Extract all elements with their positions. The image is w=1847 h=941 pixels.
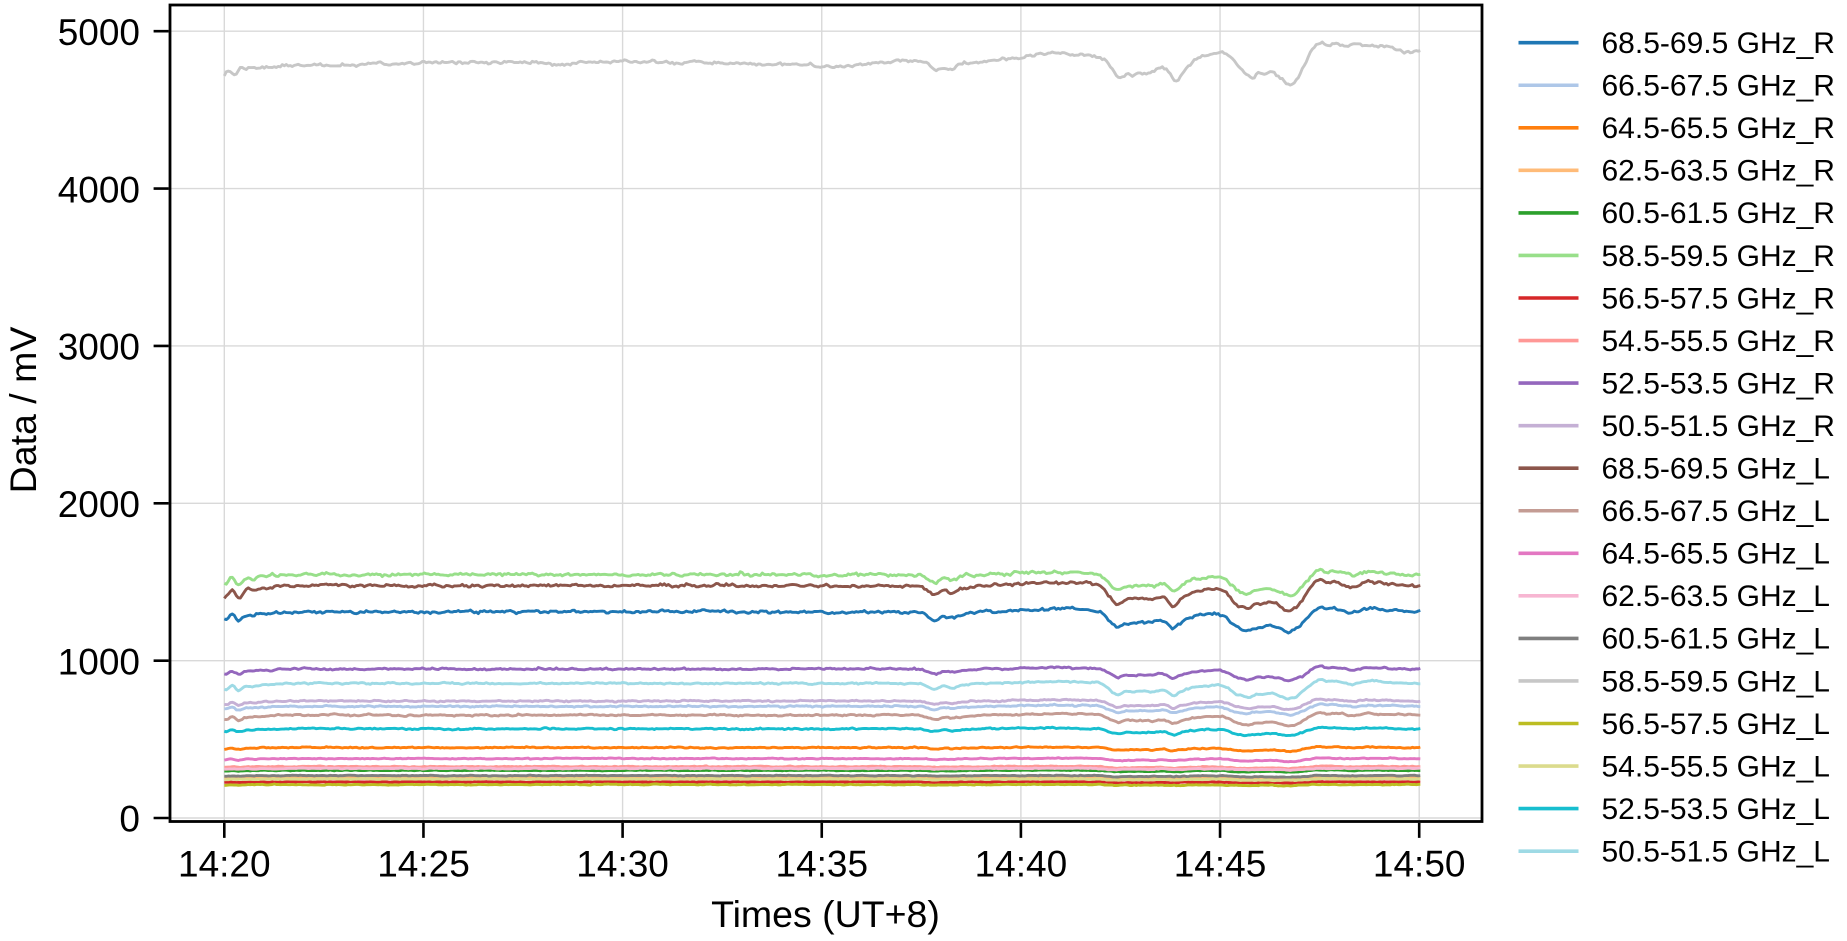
svg-text:2000: 2000	[58, 484, 140, 525]
svg-text:3000: 3000	[58, 327, 140, 368]
svg-text:68.5-69.5 GHz_L: 68.5-69.5 GHz_L	[1602, 453, 1830, 486]
svg-text:66.5-67.5 GHz_L: 66.5-67.5 GHz_L	[1602, 495, 1830, 528]
svg-text:50.5-51.5 GHz_L: 50.5-51.5 GHz_L	[1602, 835, 1830, 868]
svg-text:54.5-55.5 GHz_L: 54.5-55.5 GHz_L	[1602, 750, 1830, 783]
svg-text:Data / mV: Data / mV	[2, 327, 44, 494]
svg-text:14:40: 14:40	[975, 844, 1068, 885]
svg-text:1000: 1000	[58, 641, 140, 682]
svg-text:14:35: 14:35	[776, 844, 869, 885]
svg-text:4000: 4000	[58, 169, 140, 210]
svg-text:60.5-61.5 GHz_L: 60.5-61.5 GHz_L	[1602, 623, 1830, 656]
svg-text:54.5-55.5 GHz_R: 54.5-55.5 GHz_R	[1602, 325, 1835, 358]
svg-text:62.5-63.5 GHz_L: 62.5-63.5 GHz_L	[1602, 580, 1830, 613]
svg-text:60.5-61.5 GHz_R: 60.5-61.5 GHz_R	[1602, 197, 1835, 230]
svg-text:64.5-65.5 GHz_R: 64.5-65.5 GHz_R	[1602, 112, 1835, 145]
svg-text:56.5-57.5 GHz_R: 56.5-57.5 GHz_R	[1602, 282, 1835, 315]
svg-text:56.5-57.5 GHz_L: 56.5-57.5 GHz_L	[1602, 708, 1830, 741]
svg-text:58.5-59.5 GHz_R: 58.5-59.5 GHz_R	[1602, 240, 1835, 273]
svg-text:52.5-53.5 GHz_L: 52.5-53.5 GHz_L	[1602, 793, 1830, 826]
svg-text:52.5-53.5 GHz_R: 52.5-53.5 GHz_R	[1602, 367, 1835, 400]
svg-text:0: 0	[119, 799, 140, 840]
svg-text:14:30: 14:30	[576, 844, 669, 885]
svg-text:62.5-63.5 GHz_R: 62.5-63.5 GHz_R	[1602, 155, 1835, 188]
svg-text:14:20: 14:20	[178, 844, 271, 885]
svg-text:58.5-59.5 GHz_L: 58.5-59.5 GHz_L	[1602, 665, 1830, 698]
svg-text:Times (UT+8): Times (UT+8)	[711, 893, 940, 935]
svg-text:14:45: 14:45	[1174, 844, 1267, 885]
svg-text:68.5-69.5 GHz_R: 68.5-69.5 GHz_R	[1602, 27, 1835, 60]
svg-text:14:50: 14:50	[1373, 844, 1466, 885]
svg-text:66.5-67.5 GHz_R: 66.5-67.5 GHz_R	[1602, 70, 1835, 103]
svg-text:14:25: 14:25	[377, 844, 470, 885]
svg-text:64.5-65.5 GHz_L: 64.5-65.5 GHz_L	[1602, 538, 1830, 571]
svg-text:50.5-51.5 GHz_R: 50.5-51.5 GHz_R	[1602, 410, 1835, 443]
svg-text:5000: 5000	[58, 12, 140, 53]
